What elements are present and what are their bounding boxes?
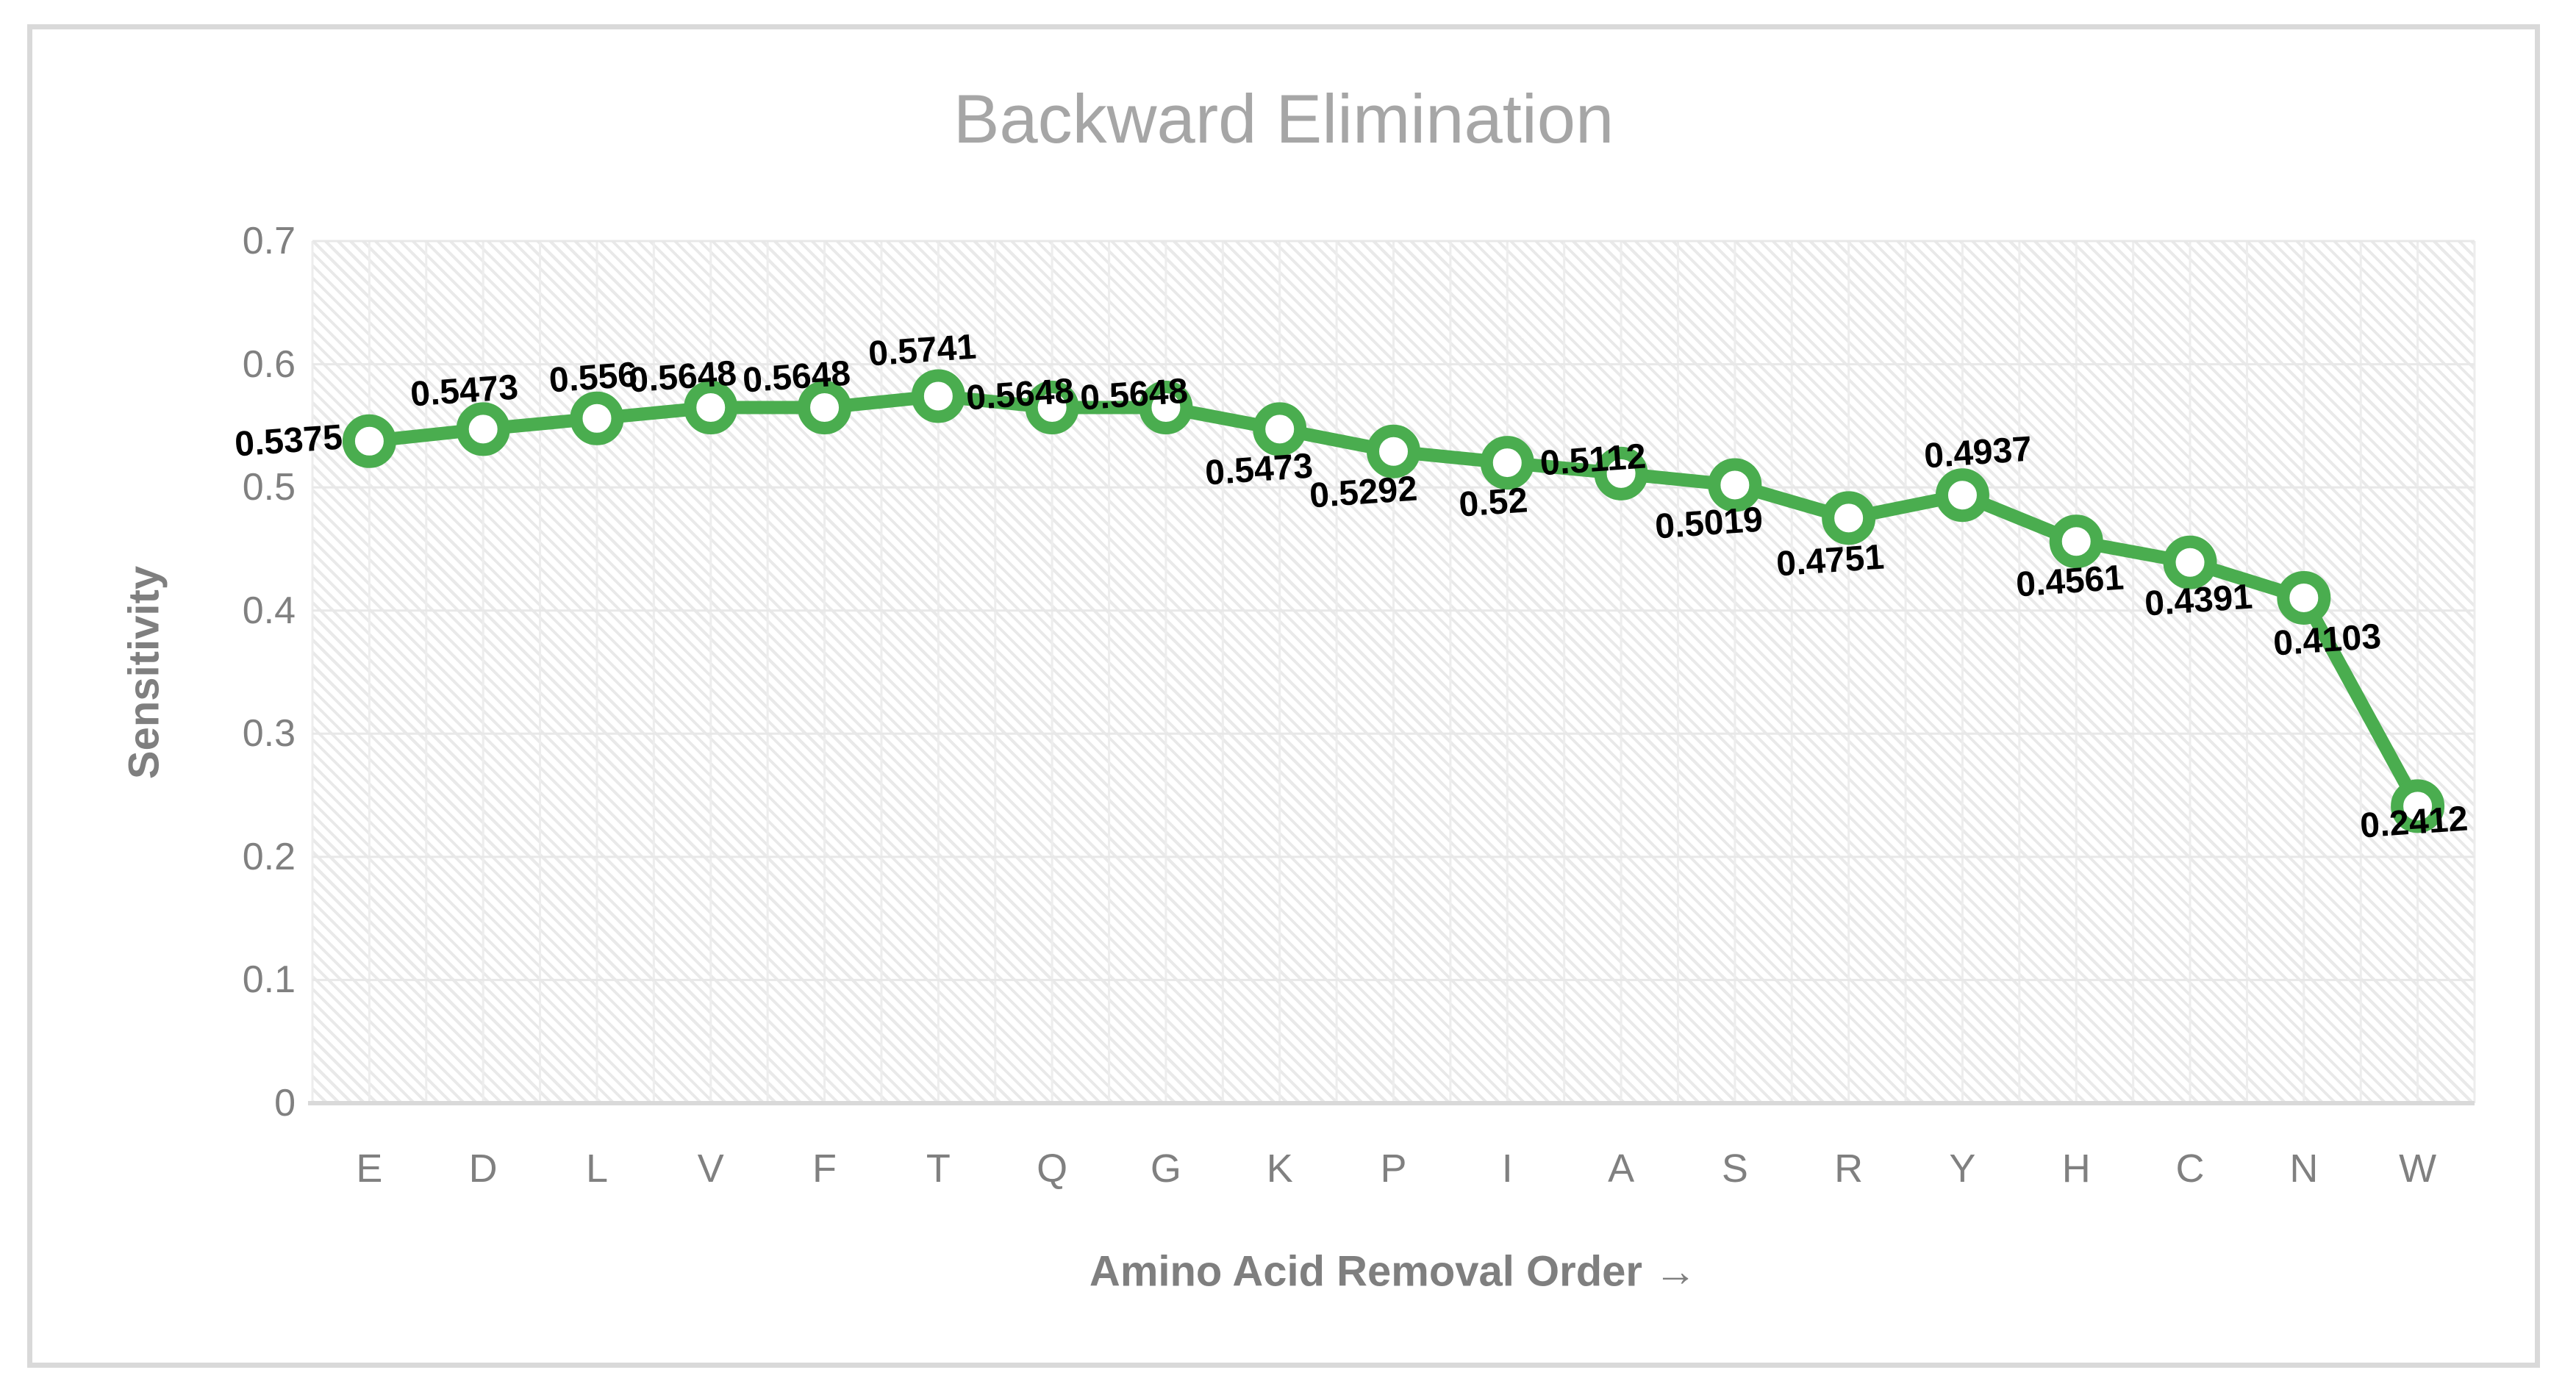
data-label: 0.52 xyxy=(1458,480,1530,525)
y-tick-label: 0.2 xyxy=(242,835,296,878)
data-label: 0.2412 xyxy=(2358,799,2469,846)
data-label: 0.5292 xyxy=(1308,469,1419,516)
marker xyxy=(1253,402,1307,456)
x-category-label: L xyxy=(585,1147,608,1191)
x-category-label: H xyxy=(2061,1147,2091,1191)
x-category-label: I xyxy=(1501,1147,1513,1191)
data-label: 0.5375 xyxy=(233,417,345,464)
data-label: 0.5648 xyxy=(1078,370,1189,418)
marker xyxy=(2391,779,2445,833)
data-label: 0.5019 xyxy=(1653,500,1764,547)
marker xyxy=(570,391,624,445)
y-tick-label: 0.5 xyxy=(242,466,296,509)
data-label: 0.5473 xyxy=(409,367,520,415)
x-category-label: P xyxy=(1380,1147,1407,1191)
x-category-label: D xyxy=(468,1147,498,1191)
chart-frame xyxy=(27,24,2540,1368)
data-label: 0.5112 xyxy=(1539,437,1647,484)
marker xyxy=(2163,535,2217,589)
data-label: 0.4751 xyxy=(1775,537,1886,584)
x-category-label: E xyxy=(356,1147,383,1191)
x-category-label: T xyxy=(926,1147,951,1191)
x-category-label: F xyxy=(812,1147,837,1191)
x-category-label: S xyxy=(1721,1147,1748,1191)
data-label: 0.5648 xyxy=(965,370,1076,418)
x-axis-title: Amino Acid Removal Order → xyxy=(1089,1247,1697,1296)
marker xyxy=(456,402,510,456)
x-category-label: G xyxy=(1150,1147,1181,1191)
marker xyxy=(798,381,852,435)
marker xyxy=(684,381,738,435)
y-tick-label: 0.3 xyxy=(242,712,296,756)
data-label: 0.5648 xyxy=(741,353,852,401)
y-tick-label: 0.1 xyxy=(242,958,296,1002)
x-category-label: R xyxy=(1834,1147,1864,1191)
marker xyxy=(1708,458,1762,512)
marker xyxy=(2049,514,2103,569)
data-label: 0.5741 xyxy=(867,327,978,374)
x-category-label: V xyxy=(697,1147,724,1191)
marker xyxy=(1139,381,1193,435)
marker xyxy=(342,414,396,468)
y-tick-label: 0.4 xyxy=(242,589,296,632)
marker xyxy=(1822,491,1876,545)
data-label: 0.5648 xyxy=(627,353,738,401)
marker xyxy=(1594,446,1648,501)
marker xyxy=(2277,570,2331,625)
marker xyxy=(911,369,965,423)
data-label: 0.4561 xyxy=(2014,558,2125,605)
x-category-label: W xyxy=(2399,1147,2437,1191)
data-label: 0.4103 xyxy=(2272,617,2383,664)
data-label: 0.556 xyxy=(548,355,639,401)
data-label: 0.4391 xyxy=(2143,577,2254,624)
y-axis-title: Sensitivity xyxy=(120,565,168,780)
x-category-label: C xyxy=(2175,1147,2205,1191)
chart-title: Backward Elimination xyxy=(953,80,1614,157)
x-category-label: N xyxy=(2289,1147,2319,1191)
x-category-label: Q xyxy=(1037,1147,1068,1191)
marker xyxy=(1935,468,1989,523)
marker xyxy=(1480,436,1534,490)
marker xyxy=(1367,424,1420,478)
marker xyxy=(1025,381,1079,435)
data-label: 0.5473 xyxy=(1203,446,1314,493)
y-tick-label: 0.7 xyxy=(242,220,296,262)
x-category-label: K xyxy=(1266,1147,1293,1191)
y-tick-label: 0.6 xyxy=(242,342,296,386)
data-label: 0.4937 xyxy=(1922,429,2034,476)
y-tick-label: 0 xyxy=(274,1082,296,1124)
x-category-label: Y xyxy=(1949,1147,1976,1191)
x-category-label: A xyxy=(1608,1147,1635,1191)
